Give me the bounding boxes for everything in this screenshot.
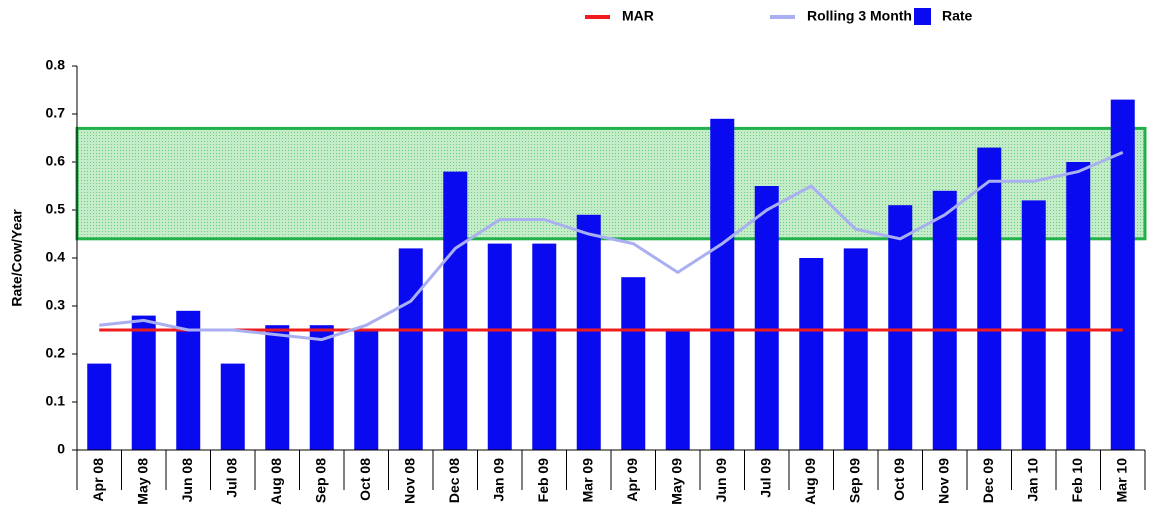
x-tick-label: May 08 [134,458,150,505]
bar [398,248,423,450]
x-tick-label: Aug 09 [802,458,818,505]
x-tick-label: Sep 09 [846,458,862,503]
x-tick-label: Mar 10 [1113,458,1129,503]
y-tick-label: 0 [57,441,65,457]
x-tick-label: Dec 09 [980,458,996,503]
y-tick-label: 0.8 [46,57,66,73]
bar [1110,99,1135,450]
bar [754,186,779,450]
x-tick-label: Jul 09 [757,458,773,498]
bar [532,243,557,450]
bar [265,325,290,450]
x-tick-label: Jul 08 [223,458,239,498]
bar [888,205,913,450]
bar [621,277,646,450]
bar [87,363,112,450]
x-tick-label: Oct 08 [357,458,373,501]
x-tick-label: Apr 08 [90,458,106,502]
bar [799,258,824,450]
x-tick-label: Feb 10 [1069,458,1085,503]
legend-label: MAR [622,8,654,24]
y-tick-label: 0.4 [46,249,66,265]
x-tick-label: Jan 10 [1024,458,1040,502]
y-tick-label: 0.7 [46,105,66,121]
bar [1066,162,1091,450]
bar [977,147,1002,450]
x-tick-label: May 09 [668,458,684,505]
y-axis-label: Rate/Cow/Year [9,209,25,307]
bar [710,118,735,451]
x-tick-label: Apr 09 [624,458,640,502]
x-tick-label: Jun 08 [179,458,195,503]
legend-label: Rolling 3 Month [807,8,912,24]
bar [487,243,512,450]
bar [354,330,379,450]
x-tick-label: Feb 09 [535,458,551,503]
y-tick-label: 0.2 [46,345,66,361]
target-band [75,126,1147,241]
x-tick-label: Aug 08 [268,458,284,505]
x-tick-label: Sep 08 [312,458,328,503]
line-series [99,151,1124,342]
bar [576,214,601,450]
x-tick-label: Dec 08 [446,458,462,503]
legend-swatch [914,8,931,25]
y-tick-label: 0.3 [46,297,66,313]
y-tick-label: 0.6 [46,153,66,169]
legend-label: Rate [942,8,973,24]
bar [220,363,245,450]
bar [309,325,334,450]
bar [443,171,468,450]
x-tick-label: Oct 09 [891,458,907,501]
bar [176,310,201,450]
bar [131,315,156,450]
x-tick-label: Jun 09 [713,458,729,503]
bar [1021,200,1046,450]
x-tick-label: Nov 08 [401,458,417,504]
bar [843,248,868,450]
x-tick-label: Jan 09 [490,458,506,502]
x-tick-label: Nov 09 [935,458,951,504]
bar [932,190,957,451]
y-tick-label: 0.5 [46,201,66,217]
bar [665,330,690,450]
x-tick-label: Mar 09 [579,458,595,503]
y-tick-label: 0.1 [46,393,66,409]
